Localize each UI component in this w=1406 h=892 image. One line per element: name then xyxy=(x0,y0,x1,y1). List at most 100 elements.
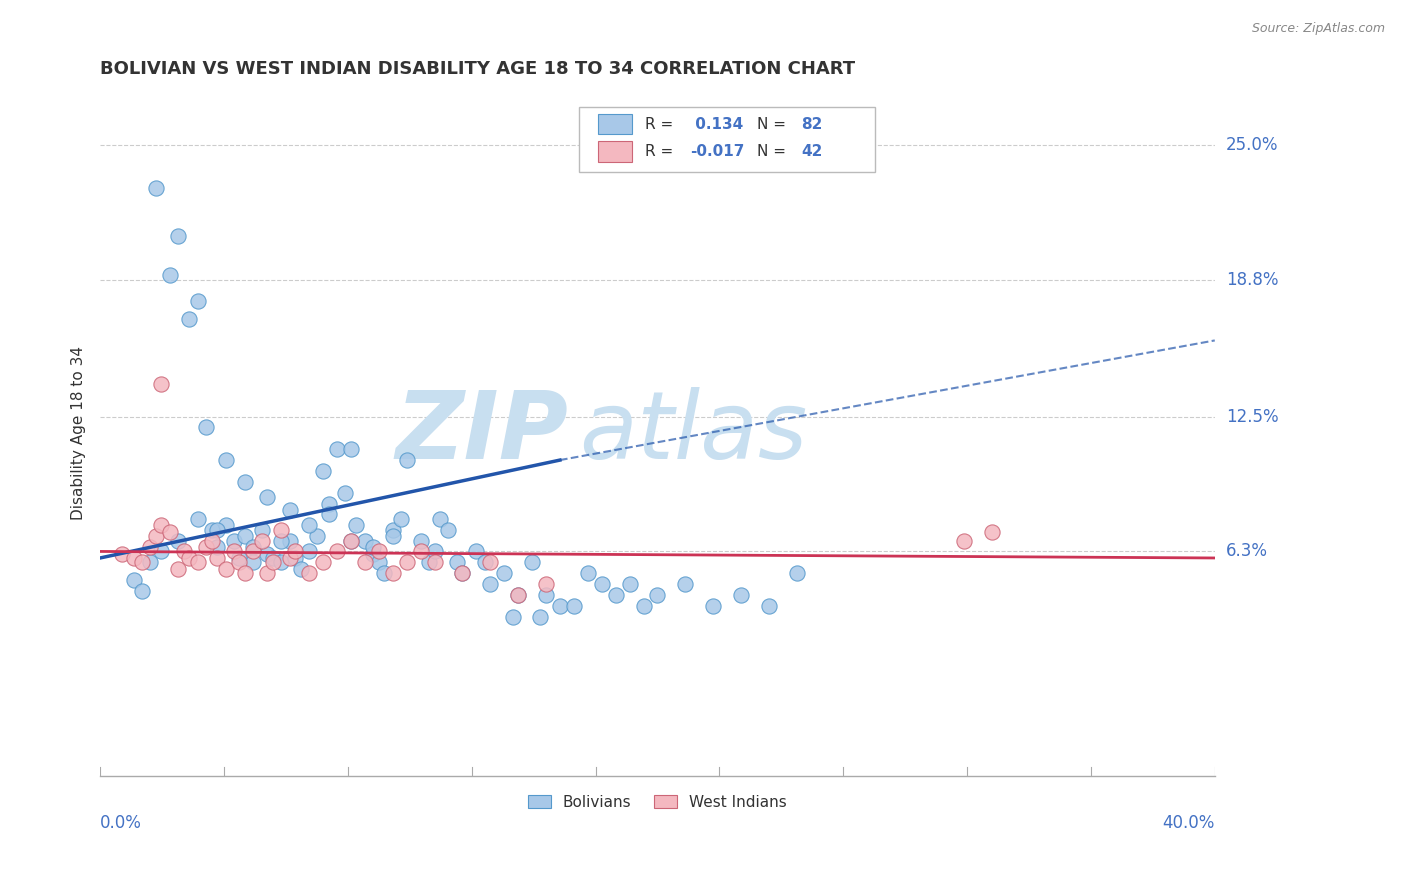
Point xyxy=(159,524,181,539)
Point xyxy=(354,555,377,569)
Text: 12.5%: 12.5% xyxy=(1226,408,1278,425)
Point xyxy=(139,555,162,569)
Point xyxy=(508,588,530,602)
Text: 0.0%: 0.0% xyxy=(100,814,142,832)
Point xyxy=(278,503,301,517)
Point xyxy=(318,497,340,511)
Point xyxy=(122,573,145,587)
Point xyxy=(318,508,340,522)
Point xyxy=(179,551,201,566)
Point xyxy=(242,540,264,554)
Point xyxy=(250,533,273,548)
Point xyxy=(465,544,488,558)
Text: N =: N = xyxy=(756,145,790,160)
Point xyxy=(111,547,134,561)
Point xyxy=(145,529,167,543)
Point xyxy=(373,566,395,581)
Point xyxy=(284,551,307,566)
Point xyxy=(312,555,335,569)
Point xyxy=(381,523,404,537)
Point xyxy=(233,566,256,581)
Point xyxy=(326,442,349,457)
Point xyxy=(340,533,363,548)
Legend: Bolivians, West Indians: Bolivians, West Indians xyxy=(522,789,793,816)
Text: 0.134: 0.134 xyxy=(690,117,742,132)
Point xyxy=(228,555,250,569)
Point xyxy=(233,475,256,489)
Point xyxy=(534,588,557,602)
Point xyxy=(290,562,312,576)
Point xyxy=(122,551,145,566)
Point xyxy=(256,547,278,561)
Text: N =: N = xyxy=(756,117,790,132)
Point xyxy=(576,566,599,581)
Point xyxy=(451,566,474,581)
Point xyxy=(195,420,218,434)
Point xyxy=(205,551,228,566)
Point xyxy=(195,540,218,554)
Point xyxy=(446,555,468,569)
Text: 82: 82 xyxy=(801,117,823,132)
Point xyxy=(340,533,363,548)
Point xyxy=(167,229,190,244)
Point xyxy=(270,555,292,569)
Point xyxy=(214,453,236,467)
Point xyxy=(150,518,173,533)
Text: -0.017: -0.017 xyxy=(690,145,744,160)
Point xyxy=(205,540,228,554)
Point xyxy=(167,562,190,576)
Text: 6.3%: 6.3% xyxy=(1226,542,1268,560)
Point xyxy=(494,566,516,581)
Point xyxy=(474,555,496,569)
Point xyxy=(335,485,357,500)
Point xyxy=(389,512,412,526)
Point xyxy=(187,294,209,309)
Point xyxy=(534,577,557,591)
Point xyxy=(367,544,389,558)
Text: 18.8%: 18.8% xyxy=(1226,270,1278,288)
Point xyxy=(395,555,418,569)
Point xyxy=(242,555,264,569)
Point xyxy=(139,540,162,554)
Point xyxy=(270,523,292,537)
Point xyxy=(150,376,173,391)
Point xyxy=(673,577,696,591)
Point xyxy=(256,490,278,504)
Point xyxy=(953,533,976,548)
Point xyxy=(346,518,368,533)
Point xyxy=(508,588,530,602)
Point xyxy=(187,555,209,569)
Y-axis label: Disability Age 18 to 34: Disability Age 18 to 34 xyxy=(72,346,86,520)
Point xyxy=(298,566,321,581)
Point xyxy=(200,533,222,548)
Point xyxy=(200,523,222,537)
Point xyxy=(270,533,292,548)
Point xyxy=(702,599,724,613)
Point xyxy=(520,555,543,569)
FancyBboxPatch shape xyxy=(579,107,875,172)
Point xyxy=(278,533,301,548)
Text: 40.0%: 40.0% xyxy=(1163,814,1215,832)
FancyBboxPatch shape xyxy=(599,141,631,161)
Point xyxy=(250,523,273,537)
Point xyxy=(361,547,384,561)
Point xyxy=(437,523,460,537)
Point xyxy=(298,544,321,558)
Text: 42: 42 xyxy=(801,145,823,160)
Point xyxy=(205,523,228,537)
Point xyxy=(633,599,655,613)
Point xyxy=(167,533,190,548)
Point xyxy=(980,524,1002,539)
Point xyxy=(423,555,446,569)
Point xyxy=(179,311,201,326)
Point xyxy=(214,562,236,576)
Point xyxy=(381,529,404,543)
Point xyxy=(187,512,209,526)
Point xyxy=(222,544,245,558)
Point xyxy=(340,442,363,457)
Point xyxy=(479,577,502,591)
Text: 25.0%: 25.0% xyxy=(1226,136,1278,153)
Point xyxy=(529,609,551,624)
Point xyxy=(242,544,264,558)
Text: BOLIVIAN VS WEST INDIAN DISABILITY AGE 18 TO 34 CORRELATION CHART: BOLIVIAN VS WEST INDIAN DISABILITY AGE 1… xyxy=(100,60,855,78)
